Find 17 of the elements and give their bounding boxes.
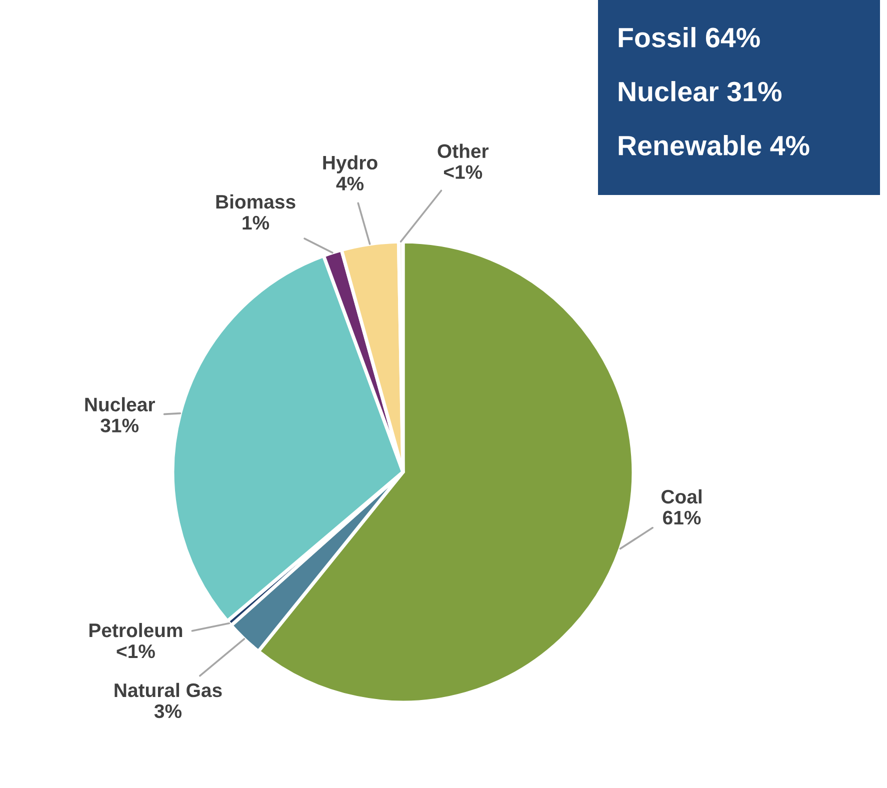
text: Renewable 4% bbox=[618, 135, 810, 156]
slice-label: Biomass bbox=[216, 194, 296, 209]
slice-label: Other bbox=[438, 144, 489, 158]
data-label: 1% bbox=[242, 216, 270, 230]
data-label: 31% bbox=[100, 418, 139, 432]
slice-label: Coal bbox=[662, 489, 702, 504]
data-label: 4% bbox=[336, 176, 364, 190]
text: Fossil 64% bbox=[618, 27, 760, 48]
text: Nuclear 31% bbox=[618, 81, 782, 102]
data-label: 3% bbox=[154, 704, 182, 718]
data-label: <1% bbox=[444, 165, 482, 179]
data-label: <1% bbox=[116, 644, 155, 658]
data-label: 61% bbox=[663, 510, 701, 525]
slice-label: Petroleum bbox=[89, 622, 182, 638]
slice-label: Nuclear bbox=[85, 397, 155, 412]
slice-label: Hydro bbox=[323, 155, 378, 174]
slice-label: Natural Gas bbox=[114, 682, 222, 698]
